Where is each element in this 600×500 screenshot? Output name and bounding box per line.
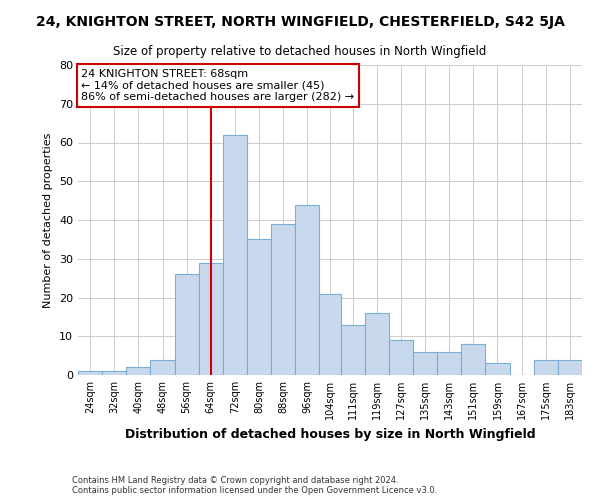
Text: 24, KNIGHTON STREET, NORTH WINGFIELD, CHESTERFIELD, S42 5JA: 24, KNIGHTON STREET, NORTH WINGFIELD, CH… <box>35 15 565 29</box>
Text: 24 KNIGHTON STREET: 68sqm
← 14% of detached houses are smaller (45)
86% of semi-: 24 KNIGHTON STREET: 68sqm ← 14% of detac… <box>81 69 354 102</box>
Bar <box>341 324 365 375</box>
Text: Contains HM Land Registry data © Crown copyright and database right 2024.
Contai: Contains HM Land Registry data © Crown c… <box>72 476 437 495</box>
Bar <box>247 240 271 375</box>
Bar <box>223 134 247 375</box>
Bar <box>102 371 126 375</box>
Bar <box>485 364 509 375</box>
Bar <box>271 224 295 375</box>
Bar <box>319 294 341 375</box>
Bar <box>437 352 461 375</box>
Bar <box>295 204 319 375</box>
Text: Size of property relative to detached houses in North Wingfield: Size of property relative to detached ho… <box>113 45 487 58</box>
Y-axis label: Number of detached properties: Number of detached properties <box>43 132 53 308</box>
Bar <box>78 371 102 375</box>
Bar <box>389 340 413 375</box>
Bar <box>365 313 389 375</box>
Bar <box>534 360 558 375</box>
Bar <box>199 262 223 375</box>
Bar <box>126 367 151 375</box>
X-axis label: Distribution of detached houses by size in North Wingfield: Distribution of detached houses by size … <box>125 428 535 440</box>
Bar <box>413 352 437 375</box>
Bar <box>558 360 582 375</box>
Bar <box>151 360 175 375</box>
Bar <box>461 344 485 375</box>
Bar <box>175 274 199 375</box>
